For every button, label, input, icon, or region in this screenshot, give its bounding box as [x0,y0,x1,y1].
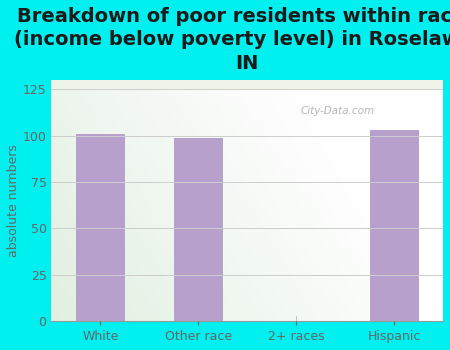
Text: City-Data.com: City-Data.com [300,106,374,117]
Y-axis label: absolute numbers: absolute numbers [7,144,20,257]
Bar [174,138,223,321]
Bar [369,130,419,321]
Title: Breakdown of poor residents within races
(income below poverty level) in Roselaw: Breakdown of poor residents within races… [14,7,450,73]
Bar [76,134,125,321]
